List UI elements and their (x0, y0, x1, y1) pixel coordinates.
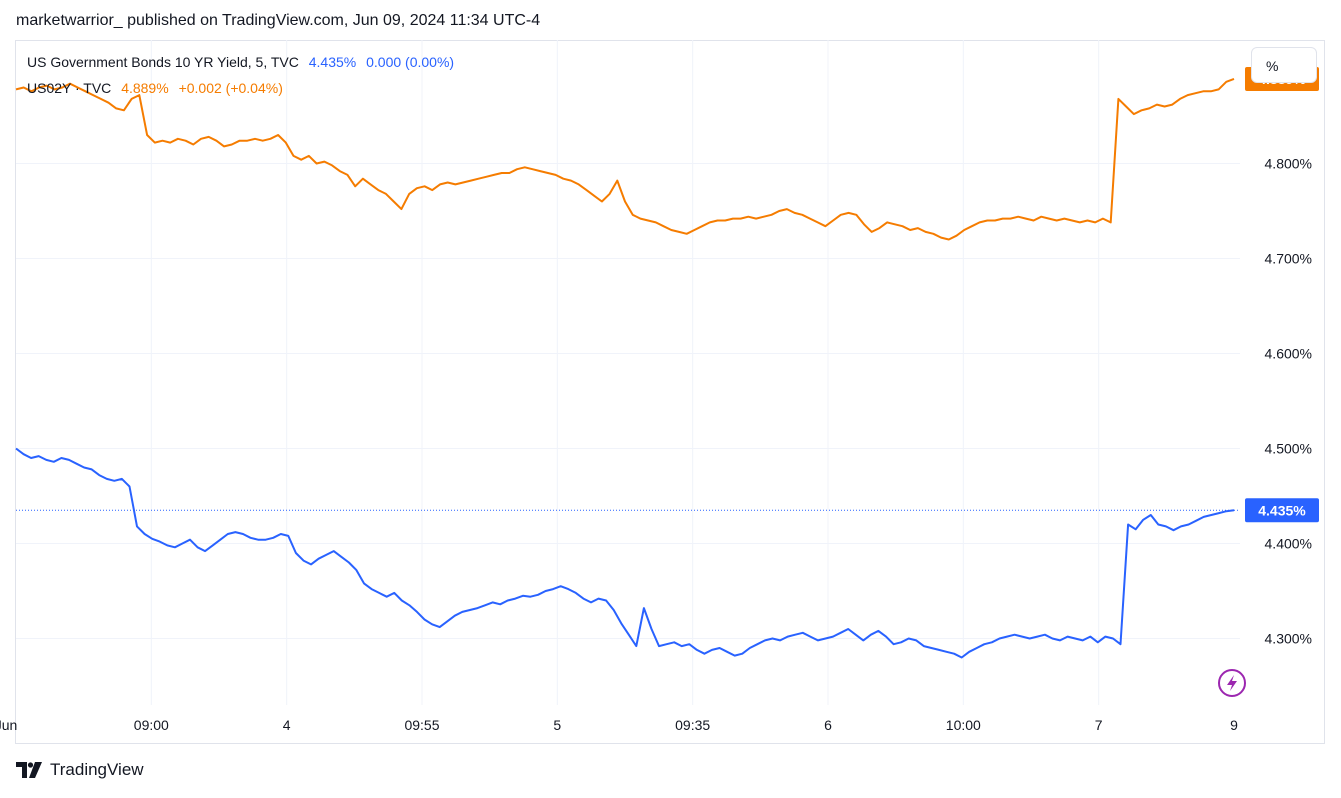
x-tick-label: 09:00 (134, 717, 169, 733)
chart-frame[interactable] (15, 40, 1325, 744)
legend-row-us10y[interactable]: US Government Bonds 10 YR Yield, 5, TVC … (27, 54, 460, 70)
tradingview-logo-icon (16, 762, 42, 778)
us10y-price-tag-label: 4.435% (1258, 502, 1306, 518)
x-tick-label: Jun (0, 717, 17, 733)
us10y-line[interactable] (15, 447, 1235, 659)
footer: TradingView (16, 760, 144, 780)
y-tick-label: 4.400% (1265, 536, 1312, 552)
legend-us10y-change: 0.000 (0.00%) (366, 54, 455, 70)
publish-line: marketwarrior_ published on TradingView.… (16, 12, 541, 29)
y-tick-label: 4.500% (1265, 441, 1312, 457)
x-axis-ticks: Jun 09:00 4 09:55 5 09:35 6 10:00 7 9 (0, 717, 1238, 733)
legend-row-us02y[interactable]: US02Y · TVC 4.889% +0.002 (+0.04%) (27, 80, 289, 96)
y-tick-label: 4.700% (1265, 251, 1312, 267)
grid-lines (16, 40, 1240, 705)
y-tick-label: 4.300% (1265, 631, 1312, 647)
y-tick-label: 4.800% (1265, 156, 1312, 172)
legend-us02y-value: 4.889% (121, 80, 169, 96)
x-tick-label: 5 (553, 717, 561, 733)
x-tick-label: 09:55 (404, 717, 439, 733)
lightning-icon[interactable] (1218, 669, 1246, 697)
footer-brand: TradingView (50, 760, 144, 779)
percent-scale-button[interactable]: % (1251, 47, 1317, 83)
legend-us10y-value: 4.435% (308, 54, 357, 70)
x-tick-label: 09:35 (675, 717, 710, 733)
legend-us10y-name: US Government Bonds 10 YR Yield, 5, TVC (27, 54, 299, 70)
x-tick-label: 4 (283, 717, 291, 733)
y-axis-ticks: 4.300%4.400%4.500%4.600%4.700%4.800%4.90… (1265, 61, 1312, 647)
y-tick-label: 4.600% (1265, 346, 1312, 362)
legend-us02y-change: +0.002 (+0.04%) (178, 80, 283, 96)
x-tick-label: 9 (1230, 717, 1238, 733)
x-tick-label: 7 (1095, 717, 1103, 733)
x-tick-label: 6 (824, 717, 832, 733)
us02y-line[interactable] (15, 77, 1235, 241)
legend-us02y-name: US02Y · TVC (27, 80, 112, 96)
series-lines (15, 77, 1235, 659)
us10y-price-tag: 4.435% (1245, 498, 1319, 523)
x-tick-label: 10:00 (946, 717, 981, 733)
